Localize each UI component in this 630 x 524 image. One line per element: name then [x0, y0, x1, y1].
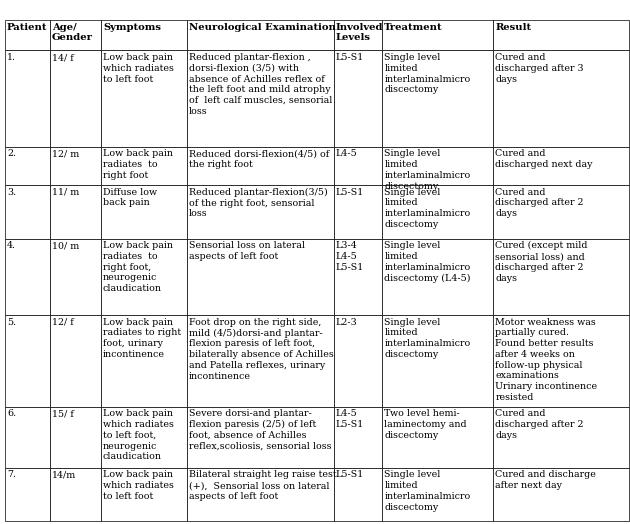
Text: Severe dorsi-and plantar-
flexion paresis (2/5) of left
foot, absence of Achille: Severe dorsi-and plantar- flexion paresi…	[189, 409, 331, 451]
Bar	[5, 20, 50, 50]
Bar	[101, 185, 187, 238]
Text: L4-5: L4-5	[336, 149, 357, 158]
Bar	[5, 50, 50, 147]
Text: 14/ f: 14/ f	[52, 53, 74, 62]
Bar	[187, 50, 334, 147]
Bar	[5, 468, 50, 521]
Text: L2-3: L2-3	[336, 318, 357, 326]
Text: Single level
limited
interlaminalmicro
discectomy: Single level limited interlaminalmicro d…	[384, 149, 471, 191]
Text: Single level
limited
interlaminalmicro
discectomy: Single level limited interlaminalmicro d…	[384, 471, 471, 512]
Text: Low back pain
radiates to right
foot, urinary
incontinence: Low back pain radiates to right foot, ur…	[103, 318, 181, 359]
Text: Involved
Levels: Involved Levels	[336, 23, 383, 42]
Text: L4-5
L5-S1: L4-5 L5-S1	[336, 409, 364, 429]
Text: 4.: 4.	[7, 241, 16, 250]
Text: Bilateral straight leg raise test
(+),  Sensorial loss on lateral
aspects of lef: Bilateral straight leg raise test (+), S…	[189, 471, 336, 501]
Bar	[382, 407, 493, 468]
Text: Neurological Examination: Neurological Examination	[189, 23, 336, 31]
Text: Diffuse low
back pain: Diffuse low back pain	[103, 188, 157, 208]
Bar	[382, 50, 493, 147]
Bar	[493, 468, 629, 521]
Text: Patient: Patient	[7, 23, 47, 31]
Text: Low back pain
which radiates
to left foot,
neurogenic
claudication: Low back pain which radiates to left foo…	[103, 409, 174, 461]
Bar	[382, 185, 493, 238]
Bar	[187, 20, 334, 50]
Text: Treatment: Treatment	[384, 23, 443, 31]
Bar	[101, 238, 187, 315]
Bar	[334, 238, 382, 315]
Text: 12/ m: 12/ m	[52, 149, 79, 158]
Bar	[334, 147, 382, 185]
Text: 12/ f: 12/ f	[52, 318, 74, 326]
Bar	[493, 315, 629, 407]
Text: L5-S1: L5-S1	[336, 53, 364, 62]
Text: Cured (except mild
sensorial loss) and
discharged after 2
days: Cured (except mild sensorial loss) and d…	[495, 241, 588, 282]
Text: Reduced plantar-flexion(3/5)
of the right foot, sensorial
loss: Reduced plantar-flexion(3/5) of the righ…	[189, 188, 328, 219]
Bar	[50, 238, 101, 315]
Bar	[334, 468, 382, 521]
Bar	[493, 407, 629, 468]
Text: Low back pain
which radiates
to left foot: Low back pain which radiates to left foo…	[103, 53, 174, 84]
Text: 3.: 3.	[7, 188, 16, 196]
Text: 6.: 6.	[7, 409, 16, 418]
Text: L5-S1: L5-S1	[336, 188, 364, 196]
Bar	[101, 50, 187, 147]
Text: Result: Result	[495, 23, 532, 31]
Bar	[187, 468, 334, 521]
Text: 14/m: 14/m	[52, 471, 76, 479]
Text: Motor weakness was
partially cured.
Found better results
after 4 weeks on
follow: Motor weakness was partially cured. Foun…	[495, 318, 597, 402]
Bar	[101, 20, 187, 50]
Bar	[101, 468, 187, 521]
Bar	[5, 315, 50, 407]
Bar	[101, 315, 187, 407]
Bar	[50, 50, 101, 147]
Text: L5-S1: L5-S1	[336, 471, 364, 479]
Bar	[334, 50, 382, 147]
Text: Symptoms: Symptoms	[103, 23, 161, 31]
Bar	[187, 185, 334, 238]
Text: 10/ m: 10/ m	[52, 241, 79, 250]
Bar	[50, 468, 101, 521]
Text: Cured and
discharged after 2
days: Cured and discharged after 2 days	[495, 409, 584, 440]
Text: 5.: 5.	[7, 318, 16, 326]
Text: Single level
limited
interlaminalmicro
discectomy: Single level limited interlaminalmicro d…	[384, 188, 471, 229]
Text: Single level
limited
interlaminalmicro
discectomy (L4-5): Single level limited interlaminalmicro d…	[384, 241, 471, 282]
Bar	[334, 185, 382, 238]
Bar	[5, 407, 50, 468]
Text: 15/ f: 15/ f	[52, 409, 74, 418]
Bar	[382, 147, 493, 185]
Text: Age/
Gender: Age/ Gender	[52, 23, 93, 42]
Text: Reduced plantar-flexion ,
dorsi-flexion (3/5) with
absence of Achilles reflex of: Reduced plantar-flexion , dorsi-flexion …	[189, 53, 333, 116]
Text: Low back pain
which radiates
to left foot: Low back pain which radiates to left foo…	[103, 471, 174, 501]
Bar	[50, 147, 101, 185]
Bar	[382, 468, 493, 521]
Bar	[5, 147, 50, 185]
Text: 2.: 2.	[7, 149, 16, 158]
Text: 1.: 1.	[7, 53, 16, 62]
Bar	[5, 185, 50, 238]
Text: 11/ m: 11/ m	[52, 188, 79, 196]
Text: Cured and
discharged after 3
days: Cured and discharged after 3 days	[495, 53, 584, 84]
Bar	[493, 238, 629, 315]
Bar	[382, 315, 493, 407]
Bar	[493, 147, 629, 185]
Text: Cured and discharge
after next day: Cured and discharge after next day	[495, 471, 596, 490]
Text: L3-4
L4-5
L5-S1: L3-4 L4-5 L5-S1	[336, 241, 364, 271]
Bar	[493, 50, 629, 147]
Bar	[493, 20, 629, 50]
Bar	[50, 407, 101, 468]
Bar	[187, 315, 334, 407]
Bar	[101, 407, 187, 468]
Text: Foot drop on the right side,
mild (4/5)dorsi-and plantar-
flexion paresis of lef: Foot drop on the right side, mild (4/5)d…	[189, 318, 334, 380]
Bar	[187, 407, 334, 468]
Bar	[493, 185, 629, 238]
Bar	[334, 315, 382, 407]
Text: 7.: 7.	[7, 471, 16, 479]
Bar	[187, 147, 334, 185]
Text: Low back pain
radiates  to
right foot,
neurogenic
claudication: Low back pain radiates to right foot, ne…	[103, 241, 173, 293]
Text: Sensorial loss on lateral
aspects of left foot: Sensorial loss on lateral aspects of lef…	[189, 241, 305, 261]
Bar	[382, 238, 493, 315]
Bar	[50, 185, 101, 238]
Bar	[334, 20, 382, 50]
Bar	[5, 238, 50, 315]
Bar	[334, 407, 382, 468]
